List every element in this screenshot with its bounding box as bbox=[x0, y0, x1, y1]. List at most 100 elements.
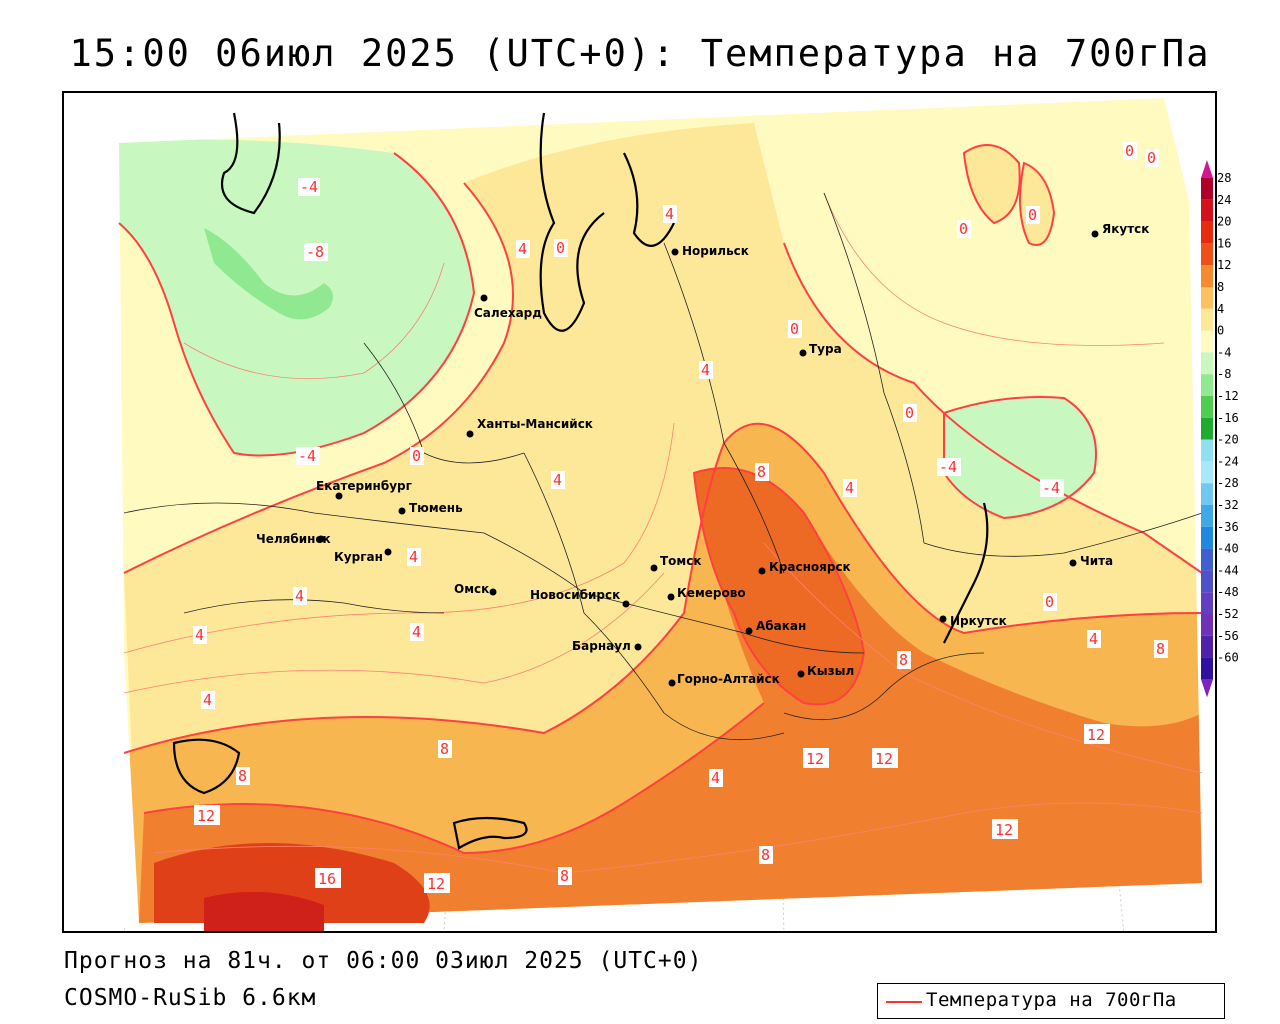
colorbar-tick-label: -8 bbox=[1217, 367, 1231, 381]
city-norilsk: Норильск bbox=[671, 244, 749, 258]
legend: Температура на 700гПа bbox=[877, 983, 1225, 1019]
colorbar-tick-label: -24 bbox=[1217, 454, 1239, 468]
colorbar-tick-label: -48 bbox=[1217, 585, 1239, 599]
svg-text:Екатеринбург: Екатеринбург bbox=[316, 479, 412, 493]
colorbar-tick-label: 24 bbox=[1217, 193, 1231, 207]
svg-text:0: 0 bbox=[556, 239, 565, 257]
legend-line-swatch bbox=[886, 1001, 922, 1003]
svg-text:12: 12 bbox=[197, 807, 215, 825]
city-salekhard: Салехард bbox=[474, 294, 542, 320]
colorbar-tick-label: -60 bbox=[1217, 651, 1239, 665]
contour-label: 0 bbox=[957, 220, 971, 238]
svg-text:Норильск: Норильск bbox=[682, 244, 749, 258]
svg-text:4: 4 bbox=[1089, 630, 1098, 648]
contour-label: 12 bbox=[424, 873, 450, 893]
svg-text:8: 8 bbox=[1156, 640, 1165, 658]
city-omsk: Омск bbox=[454, 582, 497, 596]
colorbar-cell bbox=[1201, 505, 1213, 527]
colorbar-tick-label: 12 bbox=[1217, 258, 1231, 272]
contour-label: 4 bbox=[699, 361, 713, 379]
svg-text:0: 0 bbox=[905, 404, 914, 422]
svg-text:0: 0 bbox=[959, 220, 968, 238]
contour-label: 4 bbox=[709, 769, 723, 787]
svg-text:Тюмень: Тюмень bbox=[409, 501, 463, 515]
city-kyzyl: Кызыл bbox=[797, 664, 854, 678]
contour-label: 12 bbox=[803, 748, 829, 768]
colorbar-cell bbox=[1201, 265, 1213, 287]
forecast-info: Прогноз на 81ч. от 06:00 03июл 2025 (UTC… bbox=[64, 948, 703, 974]
svg-text:8: 8 bbox=[761, 846, 770, 864]
colorbar-cell bbox=[1201, 461, 1213, 484]
borders bbox=[123, 192, 1203, 741]
isotherms-thin bbox=[123, 192, 1203, 874]
svg-text:4: 4 bbox=[295, 587, 304, 605]
svg-text:0: 0 bbox=[1028, 206, 1037, 224]
svg-text:0: 0 bbox=[1147, 149, 1156, 167]
colorbar-cell bbox=[1201, 614, 1213, 636]
svg-text:Салехард: Салехард bbox=[474, 306, 542, 320]
forecast-map: Норильск Якутск Салехард Тура Ханты-Манс… bbox=[62, 91, 1217, 933]
contour-label: 12 bbox=[194, 805, 220, 825]
colorbar-cell bbox=[1201, 199, 1213, 222]
contour-label: -4 bbox=[1040, 479, 1064, 497]
svg-text:Чита: Чита bbox=[1080, 554, 1113, 568]
colorbar-cell bbox=[1201, 548, 1213, 571]
zone-krasnoyarsk-warm bbox=[694, 468, 864, 705]
colorbar-cell bbox=[1201, 330, 1213, 353]
colorbar-tick-label: -56 bbox=[1217, 629, 1239, 643]
svg-text:0: 0 bbox=[790, 320, 799, 338]
svg-text:4: 4 bbox=[701, 361, 710, 379]
contour-label: 4 bbox=[410, 623, 424, 641]
svg-text:-4: -4 bbox=[1042, 479, 1060, 497]
colorbar: 28 24 20 16 12 8 4 0 -4 -8 -12 -16 -20 -24 -28 -32 -36 -4… bbox=[1201, 160, 1239, 698]
svg-text:-4: -4 bbox=[298, 447, 316, 465]
zone-20-24 bbox=[204, 891, 324, 931]
colorbar-cell bbox=[1201, 396, 1213, 418]
city-kurgan: Курган bbox=[334, 548, 392, 564]
colorbar-tick-label: 0 bbox=[1217, 324, 1224, 338]
colorbar-cell bbox=[1201, 592, 1213, 614]
svg-text:16: 16 bbox=[318, 870, 336, 888]
city-yakutsk: Якутск bbox=[1091, 222, 1149, 238]
colorbar-cell bbox=[1201, 352, 1213, 375]
map-title: 15:00 06июл 2025 (UTC+0): Температура на… bbox=[69, 32, 1211, 75]
city-markers: Норильск Якутск Салехард Тура Ханты-Манс… bbox=[256, 222, 1149, 687]
contour-label: 4 bbox=[516, 240, 530, 258]
model-name: COSMO-RuSib 6.6км bbox=[64, 985, 317, 1011]
contour-label: 8 bbox=[558, 867, 572, 885]
zone-cold-nw-core bbox=[204, 228, 333, 320]
colorbar-cell bbox=[1201, 570, 1213, 593]
svg-text:-8: -8 bbox=[306, 243, 324, 261]
city-irkutsk: Иркутск bbox=[939, 614, 1007, 628]
contour-label: 12 bbox=[872, 748, 898, 768]
city-chita: Чита bbox=[1069, 554, 1113, 568]
svg-text:-4: -4 bbox=[300, 178, 318, 196]
colorbar-cell bbox=[1201, 483, 1213, 505]
outside-domain-left bbox=[64, 143, 139, 931]
svg-text:Томск: Томск bbox=[660, 554, 702, 568]
contour-label: 8 bbox=[236, 767, 250, 785]
contour-label: 12 bbox=[992, 819, 1018, 839]
city-chelyabinsk: Челябинск bbox=[256, 532, 331, 546]
svg-text:4: 4 bbox=[409, 548, 418, 566]
svg-text:8: 8 bbox=[757, 463, 766, 481]
colorbar-tick-label: -4 bbox=[1217, 345, 1231, 359]
svg-text:4: 4 bbox=[711, 769, 720, 787]
legend-label: Температура на 700гПа bbox=[926, 989, 1177, 1011]
svg-text:12: 12 bbox=[427, 875, 445, 893]
city-tura: Тура bbox=[799, 342, 842, 357]
contour-label: 0 bbox=[1043, 593, 1057, 611]
svg-text:0: 0 bbox=[1045, 593, 1054, 611]
contour-label: 4 bbox=[551, 471, 565, 489]
svg-text:-4: -4 bbox=[939, 458, 957, 476]
svg-text:Ханты-Мансийск: Ханты-Мансийск bbox=[477, 417, 593, 431]
contour-label: 0 bbox=[1145, 149, 1159, 167]
colorbar-cells bbox=[1201, 160, 1213, 698]
svg-text:Красноярск: Красноярск bbox=[769, 560, 851, 574]
svg-text:0: 0 bbox=[1125, 142, 1134, 160]
colorbar-tick-label: -20 bbox=[1217, 433, 1239, 447]
svg-text:12: 12 bbox=[806, 750, 824, 768]
svg-text:Челябинск: Челябинск bbox=[256, 532, 331, 546]
svg-text:4: 4 bbox=[845, 479, 854, 497]
colorbar-cell bbox=[1201, 417, 1213, 440]
